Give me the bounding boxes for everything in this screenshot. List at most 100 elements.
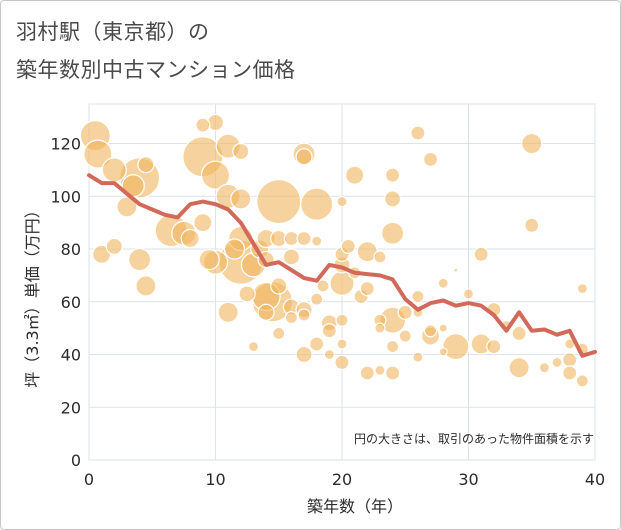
bubble-point [551, 356, 563, 369]
y-tick-label: 120 [50, 135, 81, 154]
bubble-point [423, 324, 438, 338]
y-tick-label: 100 [50, 187, 81, 206]
x-tick-label: 10 [205, 470, 225, 489]
bubble-point [374, 364, 386, 376]
y-tick-label: 60 [61, 293, 81, 312]
bubble-point [374, 322, 386, 334]
bubble-point [438, 347, 448, 357]
bubble-point [334, 354, 350, 371]
bubble-point [83, 139, 113, 169]
bubble-point [511, 325, 527, 342]
bubble-point [422, 151, 439, 167]
x-tick-label: 20 [332, 470, 352, 489]
bubble-point [198, 248, 220, 271]
bubble-point [105, 237, 123, 255]
bubble-point [257, 303, 275, 321]
bubble-point [373, 250, 387, 264]
bubble-point [562, 352, 578, 368]
y-tick-label: 20 [61, 398, 81, 417]
bubble-point [524, 217, 540, 233]
bubbles [79, 113, 589, 388]
bubble-point [410, 125, 426, 141]
bubble-point [412, 351, 424, 363]
y-tick-label: 40 [61, 346, 81, 365]
bubble-point [359, 280, 375, 297]
bubble-point [195, 117, 211, 133]
bubble-point [297, 308, 311, 322]
bubble-point [232, 142, 250, 161]
x-tick-label: 0 [84, 470, 94, 489]
bubble-point [272, 326, 286, 341]
bubble-point [442, 333, 470, 361]
bubble-point [311, 235, 323, 247]
bubble-point [385, 365, 401, 381]
y-axis-label: 坪（3.3㎡）単価（万円） [23, 202, 42, 387]
bubble-point [462, 288, 475, 300]
bubble-point [309, 336, 325, 352]
bubble-point [300, 187, 334, 221]
bubble-point [296, 230, 312, 247]
bubble-point [508, 357, 530, 379]
bubble-point [230, 188, 252, 210]
bubble-point [238, 285, 256, 303]
x-tick-label: 30 [458, 470, 478, 489]
bubble-point [336, 338, 348, 350]
bubble-point [310, 292, 324, 306]
bubble-point [323, 348, 335, 361]
x-axis-label: 築年数（年） [307, 497, 403, 516]
bubble-point [116, 196, 138, 218]
bubble-point [193, 213, 213, 233]
bubble-point [521, 132, 543, 155]
bubble-point [562, 365, 578, 381]
chart-title-line2: 築年数別中古マンション価格 [16, 58, 296, 82]
bubble-size-note: 円の大きさは、取引のあった物件面積を示す [354, 431, 594, 446]
bubble-point [576, 282, 588, 295]
bubble-point [247, 341, 260, 353]
bubble-point [270, 277, 288, 295]
bubble-point [575, 374, 589, 388]
bubble-point [538, 362, 551, 374]
bubble-point [321, 323, 337, 339]
bubble-point [295, 148, 313, 166]
bubble-point [411, 289, 425, 304]
bubble-point [223, 238, 246, 260]
bubble-point [486, 339, 502, 355]
bubble-point [180, 228, 200, 249]
bubble-point [397, 304, 413, 320]
bubble-point [316, 279, 330, 293]
bubble-point [359, 365, 375, 381]
bubble-point [453, 267, 459, 273]
bubble-point [398, 329, 412, 343]
bubble-point [438, 323, 448, 333]
bubble-point [101, 157, 127, 183]
bubble-point [384, 190, 402, 208]
bubble-point [128, 247, 152, 272]
bubble-point [336, 195, 348, 208]
bubble-point [137, 156, 155, 174]
bubble-point [437, 277, 449, 289]
bubble-point [345, 165, 365, 185]
bubble-point [381, 221, 405, 245]
bubble-point [283, 230, 299, 247]
bubble-point [282, 248, 300, 266]
x-tick-label: 40 [585, 470, 605, 489]
bubble-point [385, 167, 401, 183]
bubble-point [256, 178, 302, 225]
bubble-point [386, 340, 400, 354]
bubble-point [284, 311, 298, 325]
bubble-point [340, 238, 356, 254]
bubble-point [295, 345, 313, 364]
bubble-point [135, 275, 157, 297]
axis-ticks: 0 20 40 60 80 100 120 0 10 20 30 40 [50, 135, 605, 489]
grid [88, 103, 596, 461]
bubble-point [473, 246, 489, 262]
y-tick-label: 0 [71, 451, 81, 470]
average-price-line [87, 173, 597, 358]
y-tick-label: 80 [61, 240, 81, 259]
bubble-point [217, 301, 239, 323]
bubble-point [200, 160, 231, 190]
bubble-point [92, 244, 112, 264]
bubble-point [335, 313, 349, 327]
